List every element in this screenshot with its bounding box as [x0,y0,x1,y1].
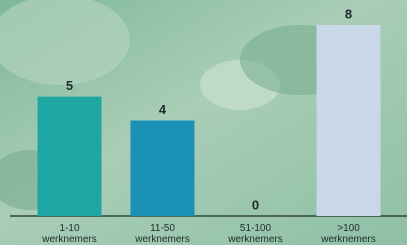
chart: 1-10werknemers511-50werknemers451-100wer… [0,0,407,245]
value-label: 0 [252,197,259,212]
value-label: 8 [345,6,352,21]
page: {"chart_data": {"type": "bar", "categori… [0,0,407,245]
bar [131,121,195,217]
bar [317,25,381,216]
value-label: 4 [159,102,167,117]
value-label: 5 [66,78,73,93]
bar [38,97,102,216]
